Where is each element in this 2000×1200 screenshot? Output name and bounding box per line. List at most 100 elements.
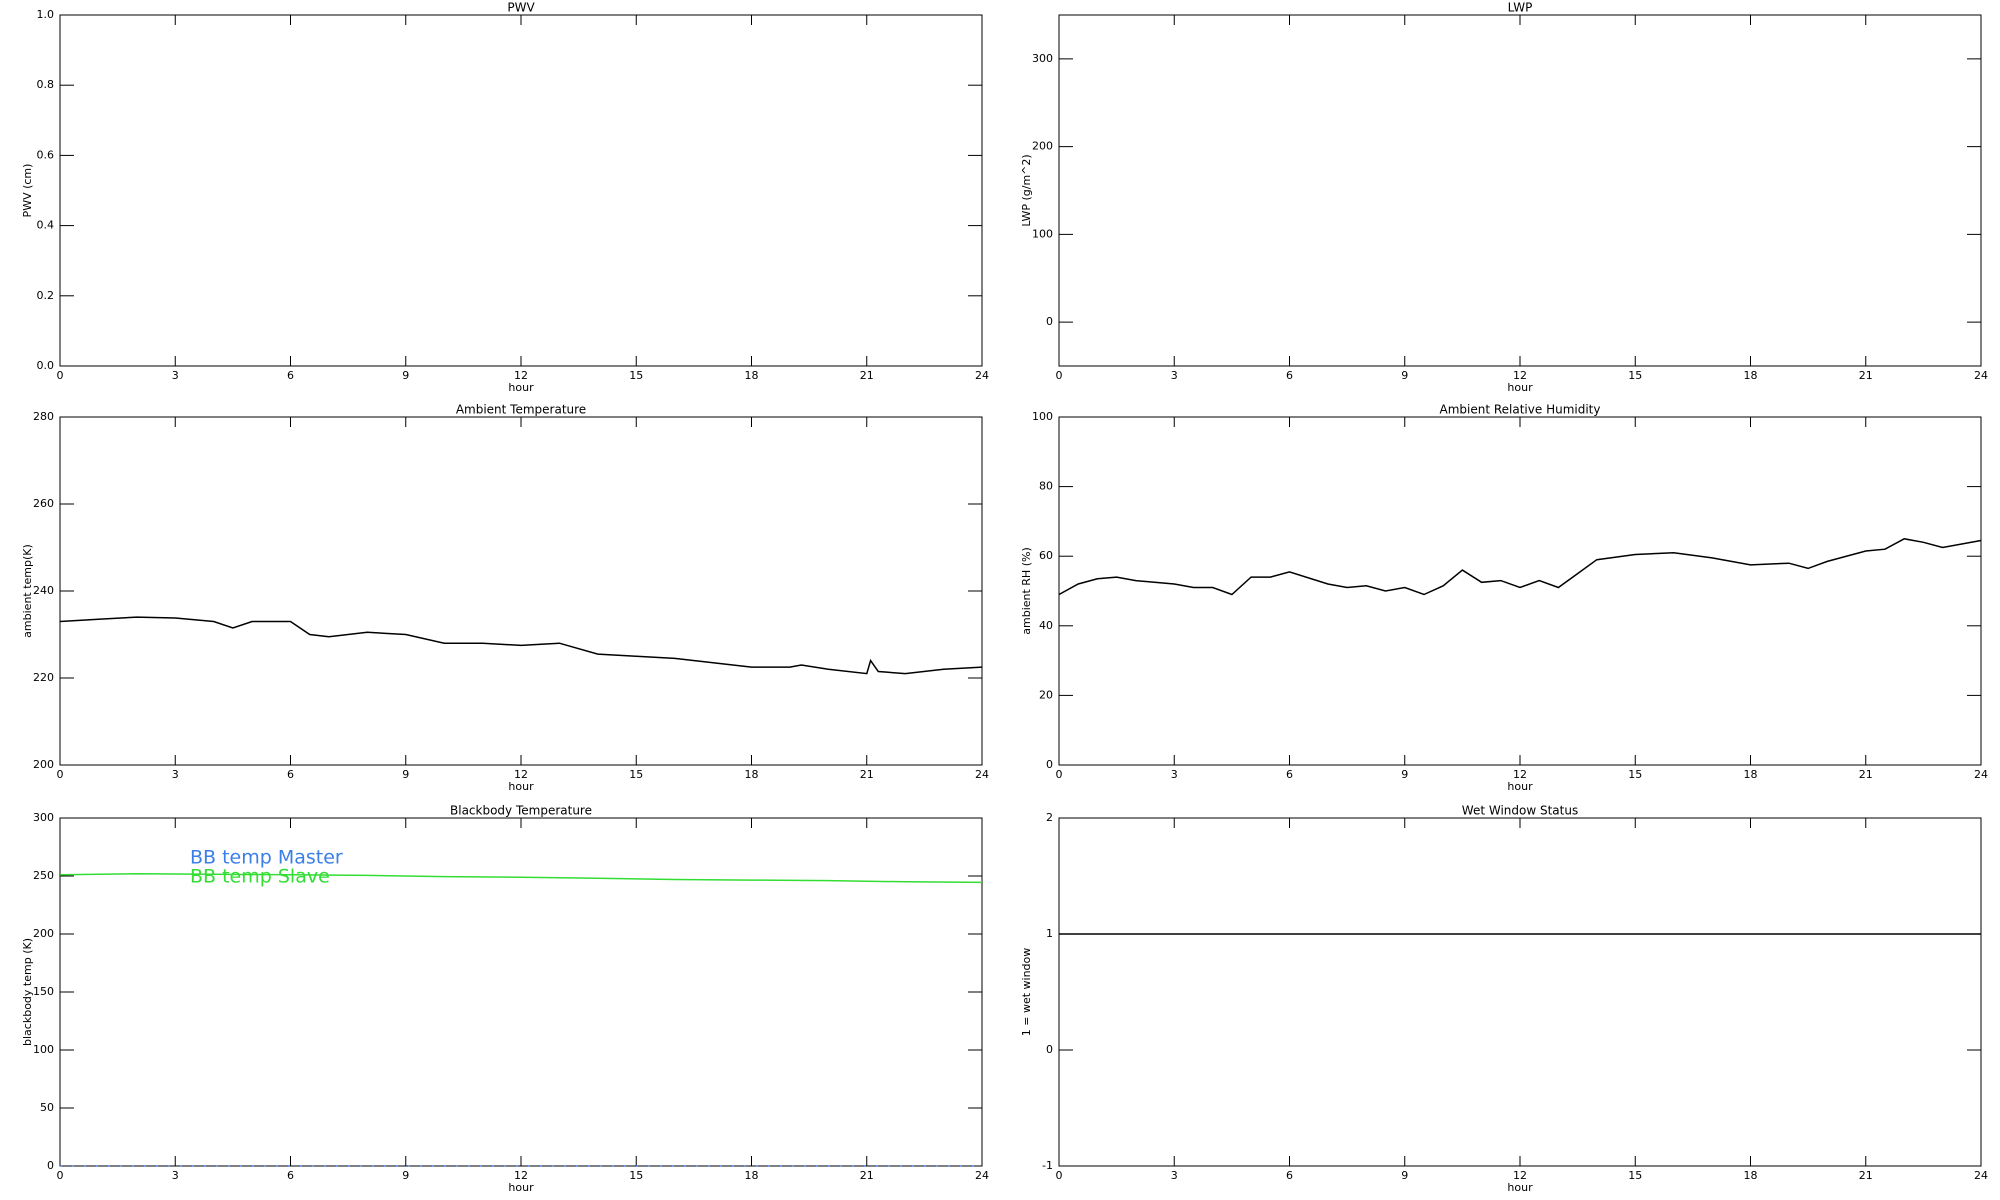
y-tick-label: 100 <box>1032 227 1053 240</box>
x-tick-label: 6 <box>287 768 294 781</box>
x-tick-label: 12 <box>1513 1169 1527 1182</box>
x-tick-label: 9 <box>402 369 409 382</box>
x-tick-label: 15 <box>1628 768 1642 781</box>
y-tick-label: 150 <box>33 985 54 998</box>
x-tick-label: 24 <box>1974 768 1988 781</box>
x-tick-label: 18 <box>745 768 759 781</box>
x-tick-label: 0 <box>57 369 64 382</box>
chart-title: Ambient Temperature <box>456 403 586 417</box>
y-tick-label: 0 <box>47 1159 54 1172</box>
y-tick-label: 1 <box>1046 927 1053 940</box>
y-tick-label: 200 <box>33 927 54 940</box>
y-tick-label: 80 <box>1039 480 1053 493</box>
x-axis-label: hour <box>508 780 534 793</box>
series-line <box>59 616 983 675</box>
x-tick-label: 3 <box>1171 369 1178 382</box>
y-axis-label: ambient RH (%) <box>1020 547 1033 635</box>
y-tick-label: 100 <box>1032 410 1053 423</box>
x-tick-label: 12 <box>514 1169 528 1182</box>
x-tick-label: 6 <box>1286 1169 1293 1182</box>
x-tick-label: 18 <box>1744 768 1758 781</box>
x-tick-label: 12 <box>514 369 528 382</box>
y-tick-label: 260 <box>33 497 54 510</box>
y-tick-label: -1 <box>1042 1159 1053 1172</box>
x-axis-label: hour <box>1507 780 1533 793</box>
y-tick-label: 300 <box>1032 52 1053 65</box>
y-axis-label: blackbody temp (K) <box>21 938 34 1046</box>
x-tick-label: 6 <box>287 1169 294 1182</box>
x-tick-label: 18 <box>745 1169 759 1182</box>
y-tick-label: 0.8 <box>37 78 55 91</box>
x-tick-label: 15 <box>629 1169 643 1182</box>
y-tick-label: 250 <box>33 869 54 882</box>
x-axis-label: hour <box>508 1181 534 1194</box>
x-tick-label: 6 <box>287 369 294 382</box>
x-tick-label: 3 <box>172 768 179 781</box>
x-tick-label: 12 <box>1513 768 1527 781</box>
x-tick-label: 9 <box>1401 1169 1408 1182</box>
x-tick-label: 15 <box>629 768 643 781</box>
x-tick-label: 3 <box>172 369 179 382</box>
x-tick-label: 6 <box>1286 369 1293 382</box>
y-tick-label: 0.0 <box>37 359 55 372</box>
y-tick-label: 0 <box>1046 1043 1053 1056</box>
x-tick-label: 0 <box>57 768 64 781</box>
y-axis-label: ambient temp(K) <box>21 544 34 638</box>
x-tick-label: 9 <box>1401 369 1408 382</box>
x-tick-label: 21 <box>1859 768 1873 781</box>
chart-title: Ambient Relative Humidity <box>1440 403 1601 417</box>
series-line <box>59 872 983 884</box>
y-tick-label: 100 <box>33 1043 54 1056</box>
y-tick-label: 280 <box>33 410 54 423</box>
y-tick-label: 2 <box>1046 811 1053 824</box>
x-tick-label: 0 <box>1056 768 1063 781</box>
plot-frame <box>59 14 983 367</box>
y-tick-label: 0 <box>1046 758 1053 771</box>
x-tick-label: 15 <box>1628 1169 1642 1182</box>
x-tick-label: 9 <box>402 1169 409 1182</box>
x-tick-label: 24 <box>975 1169 989 1182</box>
x-tick-label: 24 <box>975 768 989 781</box>
x-tick-label: 3 <box>1171 1169 1178 1182</box>
y-tick-label: 200 <box>1032 140 1053 153</box>
x-tick-label: 12 <box>514 768 528 781</box>
x-tick-label: 3 <box>1171 768 1178 781</box>
y-tick-label: 240 <box>33 584 54 597</box>
chart-title: LWP <box>1508 1 1533 15</box>
legend-entry: BB temp Master <box>190 847 343 869</box>
series-line <box>1058 538 1982 596</box>
y-axis-label: LWP (g/m^2) <box>1020 154 1033 226</box>
x-tick-label: 9 <box>402 768 409 781</box>
plot-frame <box>1058 416 1982 766</box>
x-tick-label: 0 <box>1056 369 1063 382</box>
y-axis-label: PWV (cm) <box>21 164 34 218</box>
x-tick-label: 6 <box>1286 768 1293 781</box>
y-tick-label: 220 <box>33 671 54 684</box>
legend-entry: BB temp Slave <box>190 866 330 888</box>
y-tick-label: 60 <box>1039 549 1053 562</box>
y-tick-label: 40 <box>1039 619 1053 632</box>
chart-title: PWV <box>507 1 535 15</box>
y-tick-label: 0.2 <box>37 289 55 302</box>
x-tick-label: 24 <box>975 369 989 382</box>
x-tick-label: 21 <box>1859 1169 1873 1182</box>
x-tick-label: 21 <box>1859 369 1873 382</box>
chart-title: Blackbody Temperature <box>450 804 592 818</box>
x-tick-label: 18 <box>1744 1169 1758 1182</box>
x-axis-label: hour <box>1507 1181 1533 1194</box>
x-tick-label: 21 <box>860 369 874 382</box>
x-axis-label: hour <box>508 381 534 394</box>
x-tick-label: 9 <box>1401 768 1408 781</box>
x-tick-label: 18 <box>745 369 759 382</box>
x-tick-label: 0 <box>1056 1169 1063 1182</box>
plot-frame <box>1058 817 1982 1167</box>
x-tick-label: 15 <box>629 369 643 382</box>
x-tick-label: 3 <box>172 1169 179 1182</box>
plot-frame <box>59 416 983 766</box>
y-tick-label: 0.6 <box>37 148 55 161</box>
y-tick-label: 0.4 <box>37 219 55 232</box>
x-tick-label: 0 <box>57 1169 64 1182</box>
y-tick-label: 20 <box>1039 688 1053 701</box>
y-tick-label: 300 <box>33 811 54 824</box>
